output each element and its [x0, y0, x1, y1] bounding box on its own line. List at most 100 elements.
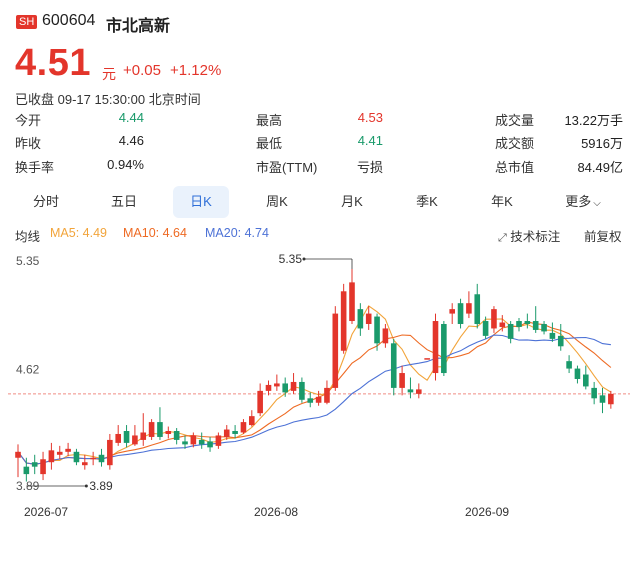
tech-annotation-toggle[interactable]: ⤢ 技术标注 [498, 226, 560, 245]
candle-body [608, 393, 614, 405]
volume-value: 13.22万手 [564, 113, 623, 128]
candle-body [382, 328, 389, 344]
ma10-value: MA10: 4.64 [123, 226, 187, 240]
candle-body [340, 291, 347, 351]
candle-body [207, 441, 213, 448]
candle-body [365, 313, 372, 324]
candle-body [349, 282, 355, 322]
tab-monthly-k[interactable]: 月K [341, 194, 363, 209]
candle-body [549, 332, 556, 339]
candle-body [132, 435, 138, 445]
candle-body [532, 321, 539, 330]
candle-body [82, 462, 88, 466]
prev-close-label: 昨收 [15, 136, 42, 151]
candle-body [332, 313, 339, 388]
candle-body [90, 457, 96, 460]
candle-body [98, 454, 105, 463]
high-value: 4.53 [357, 110, 383, 125]
tab-daily-k[interactable]: 日K [173, 186, 229, 218]
candle-body [165, 431, 172, 434]
x-tick-label: 2026-09 [465, 505, 509, 519]
market-status: 已收盘 09-17 15:30:00 北京时间 [15, 92, 201, 107]
adjust-selector[interactable]: 前复权 [584, 230, 622, 244]
turnover-label: 换手率 [15, 160, 55, 175]
prev-close-value: 4.46 [118, 133, 144, 148]
candle-body [299, 381, 305, 400]
amount-label: 成交额 [495, 136, 535, 151]
candle-body [215, 435, 222, 446]
ma20-value: MA20: 4.74 [205, 226, 269, 240]
price-change: +0.05 [123, 62, 161, 79]
candle-body [115, 433, 121, 443]
market-badge: SH [16, 15, 38, 29]
candle-body [31, 462, 38, 467]
price-unit: 元 [102, 66, 116, 82]
candle-body [374, 316, 380, 344]
candle-body [574, 368, 581, 379]
tab-minute[interactable]: 分时 [32, 194, 59, 209]
price-change-pct: +1.12% [170, 62, 222, 79]
volume-label: 成交量 [495, 113, 535, 128]
candle-body [232, 431, 238, 434]
candle-body [524, 321, 531, 324]
tab-quarterly-k[interactable]: 季K [416, 194, 438, 209]
tab-weekly-k[interactable]: 周K [266, 194, 288, 209]
pe-label: 市盈(TTM) [256, 160, 318, 175]
candle-body [65, 448, 71, 452]
tab-more[interactable]: 更多 ⌵ [552, 186, 614, 218]
ma5-value: MA5: 4.49 [50, 226, 107, 240]
candle-body [599, 395, 606, 403]
low-value: 4.41 [357, 133, 383, 148]
ma-label: 均线 [15, 230, 41, 244]
high-label: 最高 [256, 113, 283, 128]
candle-body [399, 373, 405, 388]
min-marker-dot [84, 484, 88, 488]
candle-body [441, 323, 447, 374]
candle-body [274, 383, 280, 387]
candle-body [407, 389, 414, 393]
candle-body [482, 321, 489, 336]
candle-body [190, 435, 197, 445]
candle-body [182, 441, 188, 445]
candle-body [73, 451, 80, 463]
candle-body [290, 381, 297, 391]
x-tick-label: 2026-07 [24, 505, 68, 519]
pe-value: 亏损 [356, 160, 383, 175]
candle-body [315, 396, 322, 403]
drawing-tool-icon: ⤢ [498, 232, 507, 244]
candle-body [474, 294, 481, 324]
tab-yearly-k[interactable]: 年K [491, 194, 513, 209]
candle-body [466, 303, 472, 314]
open-value: 4.44 [118, 110, 144, 125]
candle-body [107, 439, 113, 466]
candle-body [516, 321, 522, 327]
candle-body [223, 429, 230, 437]
stock-name: 市北高新 [106, 18, 171, 35]
candle-body [449, 309, 455, 314]
candle-body [499, 322, 506, 327]
tab-more-label: 更多 [565, 194, 592, 209]
candle-body [198, 439, 205, 445]
candle-body [148, 422, 155, 437]
chevron-down-icon: ⌵ [593, 198, 601, 209]
candle-body [40, 459, 46, 475]
period-tabs: 分时 五日 日K 周K 月K 季K 年K 更多 ⌵ [8, 186, 630, 218]
tab-five-day[interactable]: 五日 [110, 194, 137, 209]
candle-body [457, 303, 464, 324]
candle-body [48, 450, 55, 463]
candle-body [424, 358, 430, 360]
candle-body [390, 343, 397, 388]
candle-body [140, 432, 147, 440]
mcap-label: 总市值 [495, 160, 535, 175]
candle-body [307, 398, 314, 403]
min-marker-label: 3.89 [89, 479, 113, 493]
ma5-line [17, 305, 612, 465]
open-label: 今开 [15, 113, 42, 128]
x-tick-label: 2026-08 [254, 505, 298, 519]
y-tick-label: 5.35 [16, 254, 40, 268]
max-marker-label: 5.35 [279, 252, 303, 266]
max-marker-dot [302, 257, 306, 261]
candle-body [416, 389, 422, 394]
candle-body [282, 383, 288, 393]
